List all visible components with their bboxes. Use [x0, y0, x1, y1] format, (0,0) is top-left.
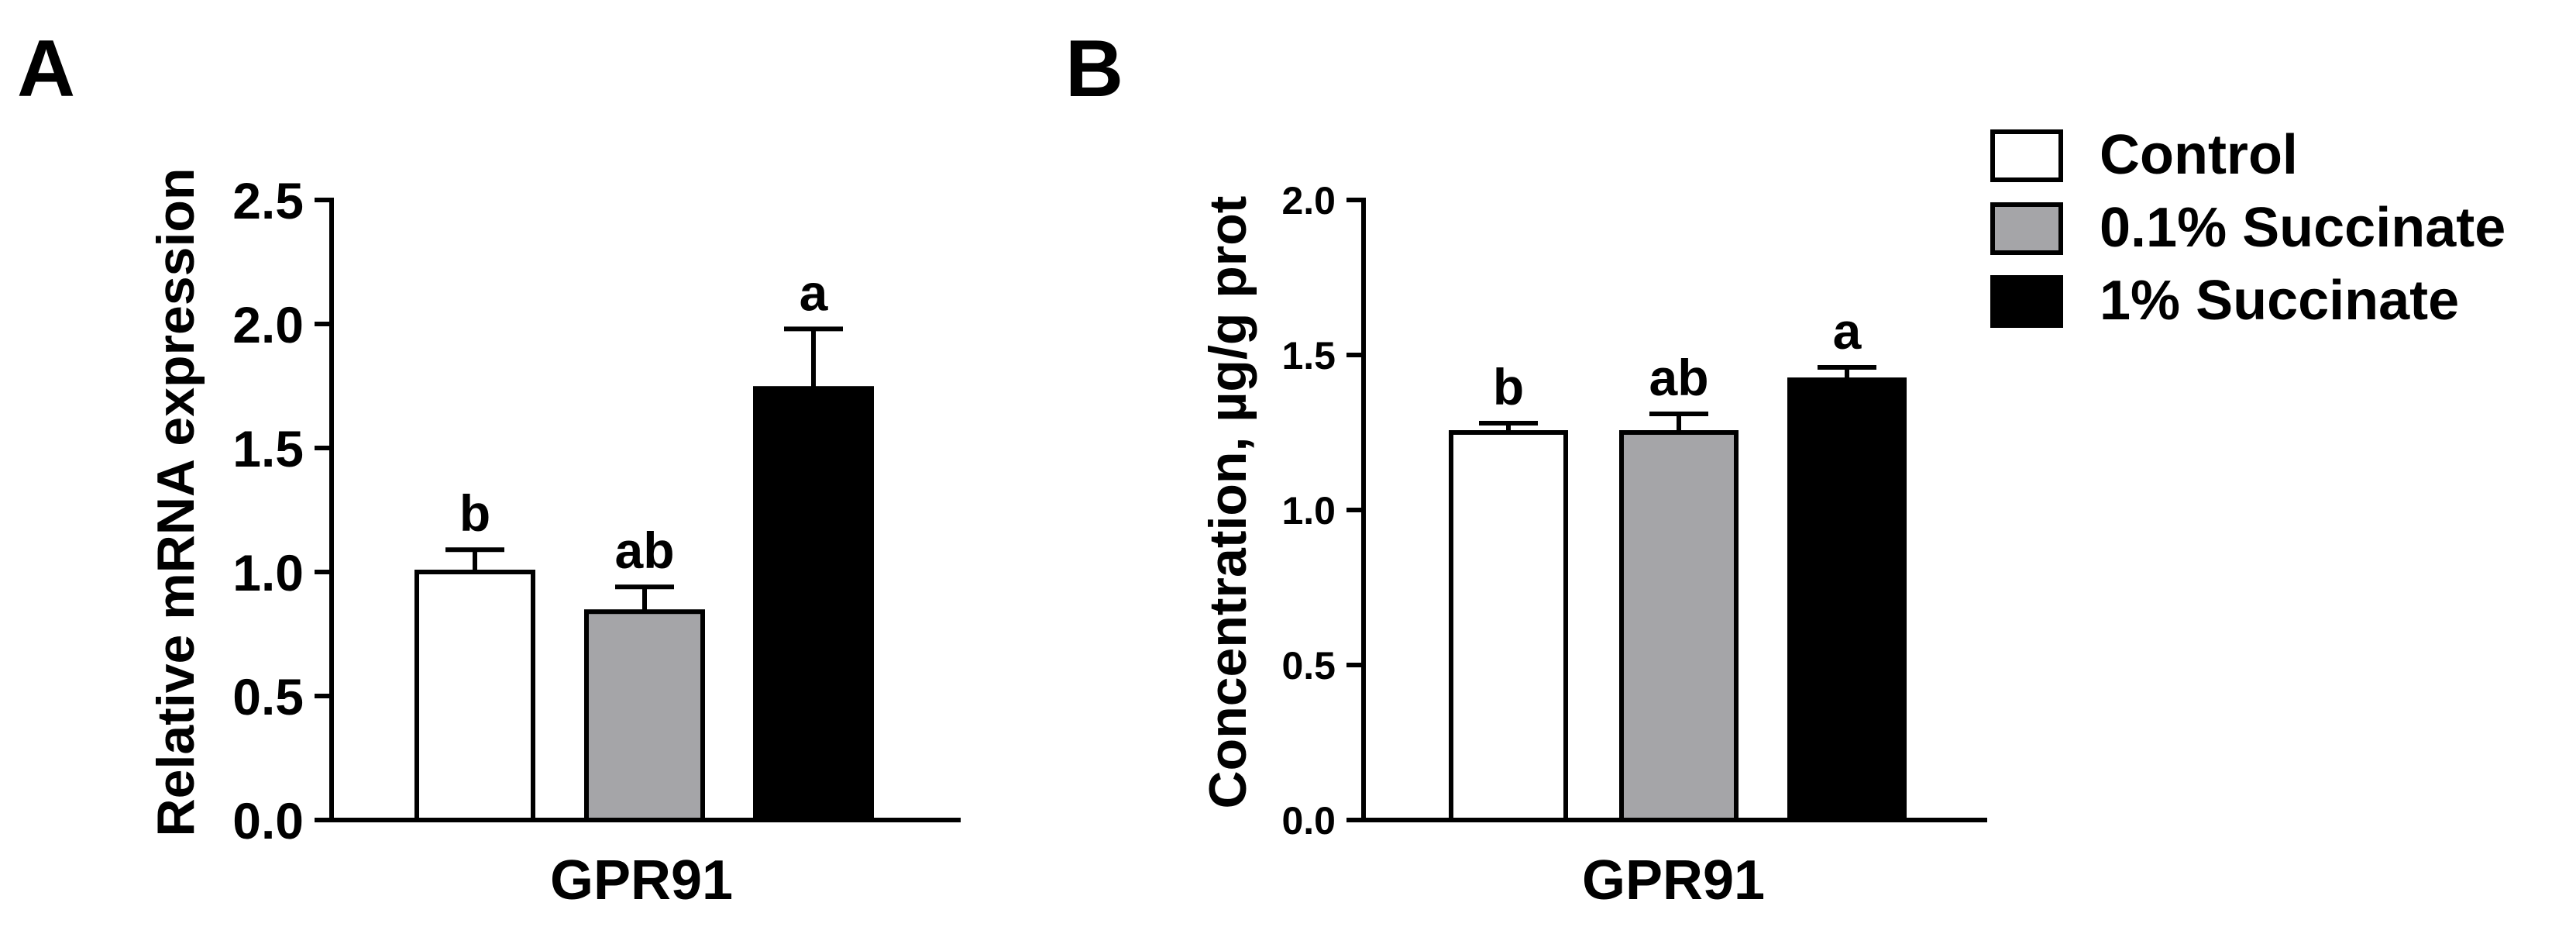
legend-swatch-low-succinate — [1990, 202, 2063, 255]
panel-a-y-tick-label: 1.0 — [232, 544, 304, 601]
panel-a-plot: 0.0 0.5 1.0 1.5 2.0 2.5 b ab a — [232, 172, 961, 849]
panel-a-y-tick-label: 2.0 — [232, 296, 304, 353]
panel-a-bar-control — [414, 570, 535, 822]
panel-b-significance-label: ab — [1649, 349, 1708, 406]
panel-b-y-tick-label: 1.5 — [1281, 334, 1336, 377]
panel-b-letter: B — [1065, 24, 1123, 114]
panel-b-y-tick-label: 2.0 — [1281, 179, 1336, 222]
legend-label-control: Control — [2100, 124, 2298, 186]
panel-a-bar-high-succinate — [753, 386, 874, 822]
panel-b-significance-label: a — [1833, 302, 1862, 360]
legend-swatch-control — [1990, 129, 2063, 182]
panel-a-y-axis-title: Relative mRNA expression — [146, 168, 205, 837]
legend-swatch-high-succinate — [1990, 275, 2063, 328]
legend-label-low-succinate: 0.1% Succinate — [2100, 197, 2505, 259]
legend-label-high-succinate: 1% Succinate — [2100, 270, 2459, 332]
panel-a-significance-label: ab — [614, 522, 674, 579]
panel-a-y-tick-label: 1.5 — [232, 420, 304, 477]
panel-b: B Concentration, µg/g prot GPR91 0.0 0.5 1… — [1065, 24, 1987, 911]
panel-a-x-axis-title: GPR91 — [550, 849, 733, 911]
panel-a-y-tick-label: 0.5 — [232, 668, 304, 725]
panel-b-y-tick-label: 0.5 — [1281, 644, 1336, 687]
panel-a-y-tick-label: 2.5 — [232, 172, 304, 229]
panel-a-significance-label: b — [459, 484, 490, 542]
panel-b-y-axis-title: Concentration, µg/g prot — [1199, 196, 1257, 809]
panel-b-significance-label: b — [1493, 358, 1524, 415]
panel-b-y-tick-label: 1.0 — [1281, 489, 1336, 532]
panel-a-significance-label: a — [800, 264, 829, 321]
panel-b-bar-control — [1449, 430, 1568, 822]
panel-b-y-tick-label: 0.0 — [1281, 799, 1336, 842]
panel-a: A Relative mRNA expression GPR91 0.0 0.5 1… — [17, 24, 961, 911]
panel-b-bar-high-succinate — [1787, 377, 1907, 822]
panel-a-y-tick-label: 0.0 — [232, 792, 304, 849]
panel-b-bar-low-succinate — [1619, 430, 1739, 822]
legend: Control 0.1% Succinate 1% Succinate — [1990, 124, 2505, 332]
panel-a-bar-low-succinate — [584, 609, 705, 822]
panel-b-x-axis-title: GPR91 — [1582, 849, 1765, 911]
panel-a-letter: A — [17, 24, 75, 114]
panel-b-plot: 0.0 0.5 1.0 1.5 2.0 b ab a — [1281, 179, 1987, 842]
